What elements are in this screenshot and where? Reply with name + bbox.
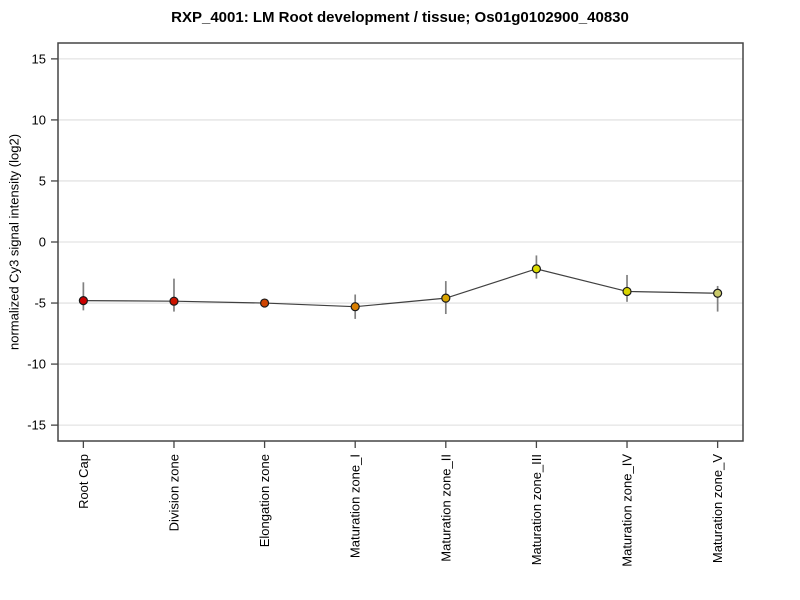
x-tick-label: Maturation zone_IV [620, 454, 635, 567]
data-point [441, 293, 451, 303]
y-tick-label: 5 [39, 173, 46, 188]
y-axis-label: normalized Cy3 signal intensity (log2) [7, 134, 22, 350]
data-point [169, 296, 179, 306]
x-tick-label: Root Cap [76, 454, 91, 509]
series-line [83, 268, 718, 308]
y-tick-label: -5 [34, 296, 46, 311]
data-point [531, 264, 542, 274]
y-tick-label: 0 [39, 235, 46, 250]
chart-title: RXP_4001: LM Root development / tissue; … [171, 9, 629, 26]
y-tick-label: 15 [32, 51, 46, 66]
x-tick-label: Maturation zone_V [710, 454, 725, 563]
data-point [350, 302, 360, 312]
x-tick-label: Maturation zone_III [529, 454, 544, 565]
x-tick-label: Maturation zone_I [348, 454, 363, 558]
y-tick-label: 10 [32, 112, 46, 127]
y-tick-label: -15 [27, 418, 46, 433]
y-tick-label: -10 [27, 357, 46, 372]
x-tick-label: Maturation zone_II [438, 454, 453, 562]
data-point [259, 298, 270, 308]
data-point [713, 288, 723, 298]
data-point [78, 296, 88, 306]
x-tick-label: Elongation zone [257, 454, 272, 547]
x-tick-label: Division zone [166, 454, 181, 531]
data-point [622, 286, 632, 297]
